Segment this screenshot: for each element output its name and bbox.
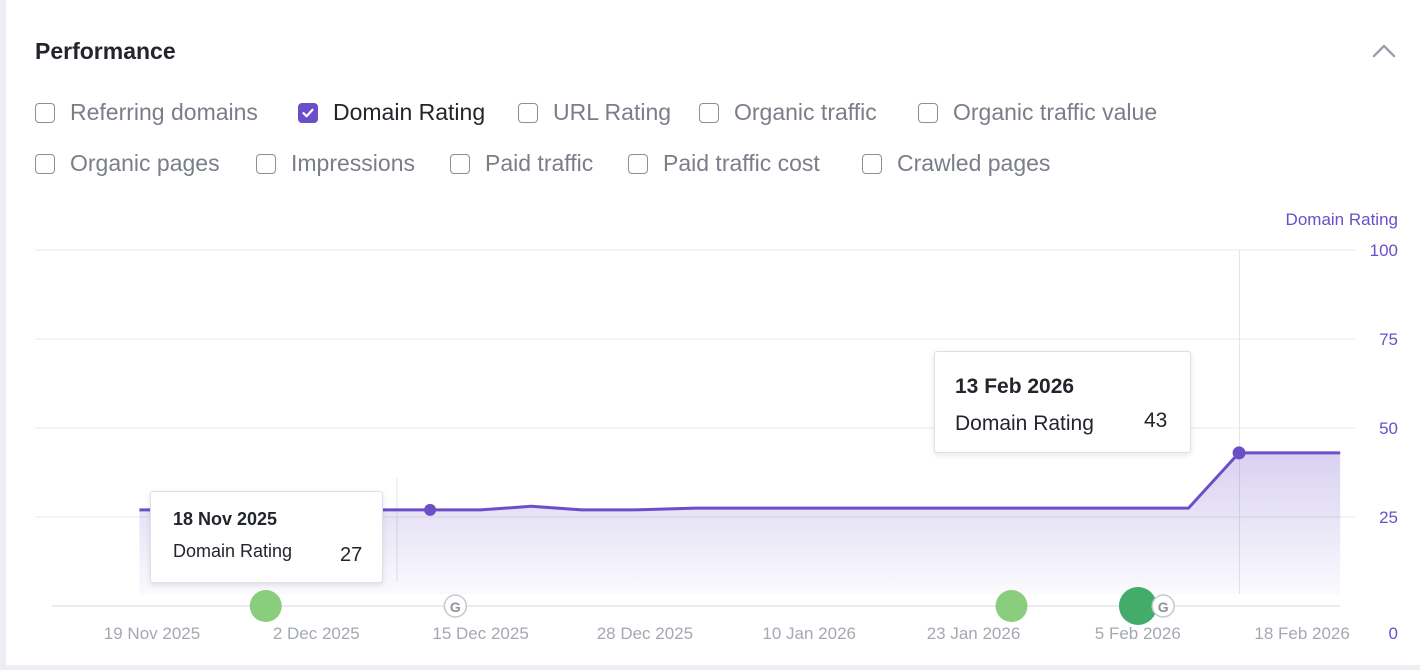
metric-label: Referring domains — [70, 99, 258, 125]
tooltip-series: Domain Rating — [955, 412, 1094, 435]
metric-impressions[interactable]: Impressions — [256, 150, 415, 177]
metric-organic-pages[interactable]: Organic pages — [35, 150, 220, 177]
panel-title: Performance — [35, 38, 176, 64]
x-tick-label: 23 Jan 2026 — [927, 624, 1021, 643]
metric-crawled-pages[interactable]: Crawled pages — [862, 150, 1050, 177]
google-icon-glyph: G — [450, 599, 461, 615]
y-tick-label: 100 — [1370, 241, 1398, 260]
event-marker — [995, 590, 1028, 622]
checkbox[interactable] — [35, 102, 55, 123]
checkbox[interactable] — [699, 102, 719, 123]
google-icon — [443, 594, 468, 618]
tooltip-date: 18 Nov 2025 — [173, 509, 278, 529]
metric-label: Organic traffic value — [953, 99, 1158, 125]
metric-label: Domain Rating — [333, 99, 486, 125]
checkbox[interactable] — [862, 153, 882, 174]
event-marker — [249, 590, 282, 622]
tooltip-series: Domain Rating — [173, 541, 293, 561]
metric-label: Organic pages — [70, 150, 220, 176]
google-icon-glyph: G — [1158, 599, 1169, 615]
x-tick-label: 28 Dec 2025 — [597, 624, 693, 643]
metric-organic-traffic[interactable]: Organic traffic — [699, 99, 877, 126]
metric-domain-rating[interactable]: Domain Rating — [298, 99, 485, 126]
series-area — [139, 452, 1341, 594]
x-tick-label: 15 Dec 2025 — [432, 624, 528, 643]
metric-url-rating[interactable]: URL Rating — [518, 99, 671, 126]
tooltip-value: 43 — [1144, 409, 1168, 432]
tooltip-date: 13 Feb 2026 — [955, 375, 1075, 398]
metric-label: Paid traffic — [485, 150, 594, 176]
metric-label: Impressions — [291, 150, 415, 176]
x-tick-label: 5 Feb 2026 — [1095, 624, 1181, 643]
checkbox[interactable] — [518, 102, 538, 123]
y-tick-label: 50 — [1379, 419, 1398, 438]
checkbox[interactable] — [918, 102, 938, 123]
x-tick-label: 10 Jan 2026 — [762, 624, 856, 643]
checkbox[interactable] — [450, 153, 470, 174]
metric-referring-domains[interactable]: Referring domains — [35, 99, 258, 126]
metric-label: Organic traffic — [734, 99, 877, 125]
tooltip-value: 27 — [340, 544, 363, 566]
metric-label: URL Rating — [553, 99, 672, 125]
data-point — [424, 503, 437, 516]
metric-paid-traffic[interactable]: Paid traffic — [450, 150, 593, 177]
metric-organic-traffic-value[interactable]: Organic traffic value — [918, 99, 1157, 126]
checkbox-checked[interactable] — [298, 102, 318, 123]
panel-divider — [0, 665, 1420, 670]
x-tick-label: 2 Dec 2025 — [273, 624, 360, 643]
data-point — [1232, 446, 1246, 460]
checkbox[interactable] — [628, 153, 648, 174]
tooltip-start: 18 Nov 2025 Domain Rating 27 — [150, 491, 383, 583]
metric-label: Crawled pages — [897, 150, 1051, 176]
event-marker — [1118, 587, 1157, 625]
checkbox[interactable] — [256, 153, 276, 174]
panel-border — [0, 0, 6, 670]
series-axis-label: Domain Rating — [1285, 210, 1398, 229]
metric-paid-traffic-cost[interactable]: Paid traffic cost — [628, 150, 820, 177]
check-icon — [302, 108, 314, 117]
chevron-up-icon — [1372, 44, 1396, 58]
metric-label: Paid traffic cost — [663, 150, 820, 176]
y-tick-label: 25 — [1379, 508, 1398, 527]
collapse-button[interactable] — [1368, 36, 1400, 68]
x-tick-label: 19 Nov 2025 — [104, 624, 200, 643]
google-icon — [1151, 594, 1175, 618]
tooltip-hover: 13 Feb 2026 Domain Rating 43 — [934, 351, 1191, 453]
checkbox[interactable] — [35, 153, 55, 174]
y-tick-label: 75 — [1379, 330, 1398, 349]
y-tick-label: 0 — [1389, 624, 1398, 643]
x-tick-label: 18 Feb 2026 — [1254, 624, 1349, 643]
